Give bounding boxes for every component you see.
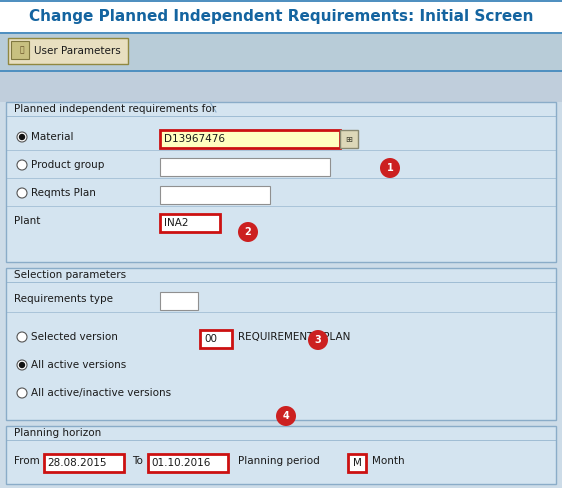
Text: Product group: Product group bbox=[31, 160, 105, 170]
FancyBboxPatch shape bbox=[44, 454, 124, 472]
Text: User Parameters: User Parameters bbox=[34, 46, 121, 56]
Text: 01.10.2016: 01.10.2016 bbox=[151, 458, 210, 468]
FancyBboxPatch shape bbox=[340, 130, 358, 148]
FancyBboxPatch shape bbox=[160, 158, 330, 176]
Text: REQUIREMENTS PLAN: REQUIREMENTS PLAN bbox=[238, 332, 350, 342]
Text: From: From bbox=[14, 456, 40, 466]
FancyBboxPatch shape bbox=[160, 214, 220, 232]
FancyBboxPatch shape bbox=[160, 186, 270, 204]
FancyBboxPatch shape bbox=[6, 102, 556, 262]
Text: To: To bbox=[132, 456, 143, 466]
FancyBboxPatch shape bbox=[0, 32, 562, 34]
Circle shape bbox=[380, 158, 400, 178]
Text: Material: Material bbox=[31, 132, 74, 142]
FancyBboxPatch shape bbox=[0, 34, 562, 70]
FancyBboxPatch shape bbox=[200, 330, 232, 348]
Circle shape bbox=[17, 160, 27, 170]
Text: Selection parameters: Selection parameters bbox=[14, 270, 126, 280]
Text: ⊞: ⊞ bbox=[346, 135, 352, 143]
Text: 00: 00 bbox=[204, 334, 217, 344]
Text: 1: 1 bbox=[387, 163, 393, 173]
Text: Reqmts Plan: Reqmts Plan bbox=[31, 188, 96, 198]
Text: Selected version: Selected version bbox=[31, 332, 118, 342]
Text: 3: 3 bbox=[315, 335, 321, 345]
Circle shape bbox=[17, 360, 27, 370]
Circle shape bbox=[17, 188, 27, 198]
FancyBboxPatch shape bbox=[8, 38, 128, 64]
Circle shape bbox=[20, 135, 25, 140]
Circle shape bbox=[308, 330, 328, 350]
Text: Planning horizon: Planning horizon bbox=[14, 428, 101, 438]
Text: D13967476: D13967476 bbox=[164, 134, 225, 144]
Text: INA2: INA2 bbox=[164, 218, 188, 228]
FancyBboxPatch shape bbox=[0, 0, 562, 2]
Text: All active/inactive versions: All active/inactive versions bbox=[31, 388, 171, 398]
Text: 28.08.2015: 28.08.2015 bbox=[47, 458, 107, 468]
Text: Planned independent requirements for: Planned independent requirements for bbox=[14, 104, 216, 114]
FancyBboxPatch shape bbox=[11, 41, 29, 59]
Text: Plant: Plant bbox=[14, 216, 40, 226]
Text: 🖼: 🖼 bbox=[20, 45, 24, 55]
Circle shape bbox=[238, 222, 258, 242]
FancyBboxPatch shape bbox=[6, 426, 556, 484]
Circle shape bbox=[17, 132, 27, 142]
FancyBboxPatch shape bbox=[0, 70, 562, 72]
Text: All active versions: All active versions bbox=[31, 360, 126, 370]
Text: Month: Month bbox=[372, 456, 405, 466]
FancyBboxPatch shape bbox=[148, 454, 228, 472]
Circle shape bbox=[20, 363, 25, 367]
Text: M: M bbox=[352, 458, 361, 468]
FancyBboxPatch shape bbox=[348, 454, 366, 472]
FancyBboxPatch shape bbox=[160, 130, 340, 148]
Text: 2: 2 bbox=[244, 227, 251, 237]
Circle shape bbox=[276, 406, 296, 426]
Circle shape bbox=[17, 388, 27, 398]
FancyBboxPatch shape bbox=[0, 2, 562, 32]
Text: Requirements type: Requirements type bbox=[14, 294, 113, 304]
FancyBboxPatch shape bbox=[160, 292, 198, 310]
FancyBboxPatch shape bbox=[0, 72, 562, 102]
Text: Planning period: Planning period bbox=[238, 456, 320, 466]
Text: Change Planned Independent Requirements: Initial Screen: Change Planned Independent Requirements:… bbox=[29, 9, 533, 24]
Text: 4: 4 bbox=[283, 411, 289, 421]
Circle shape bbox=[17, 332, 27, 342]
FancyBboxPatch shape bbox=[6, 268, 556, 420]
